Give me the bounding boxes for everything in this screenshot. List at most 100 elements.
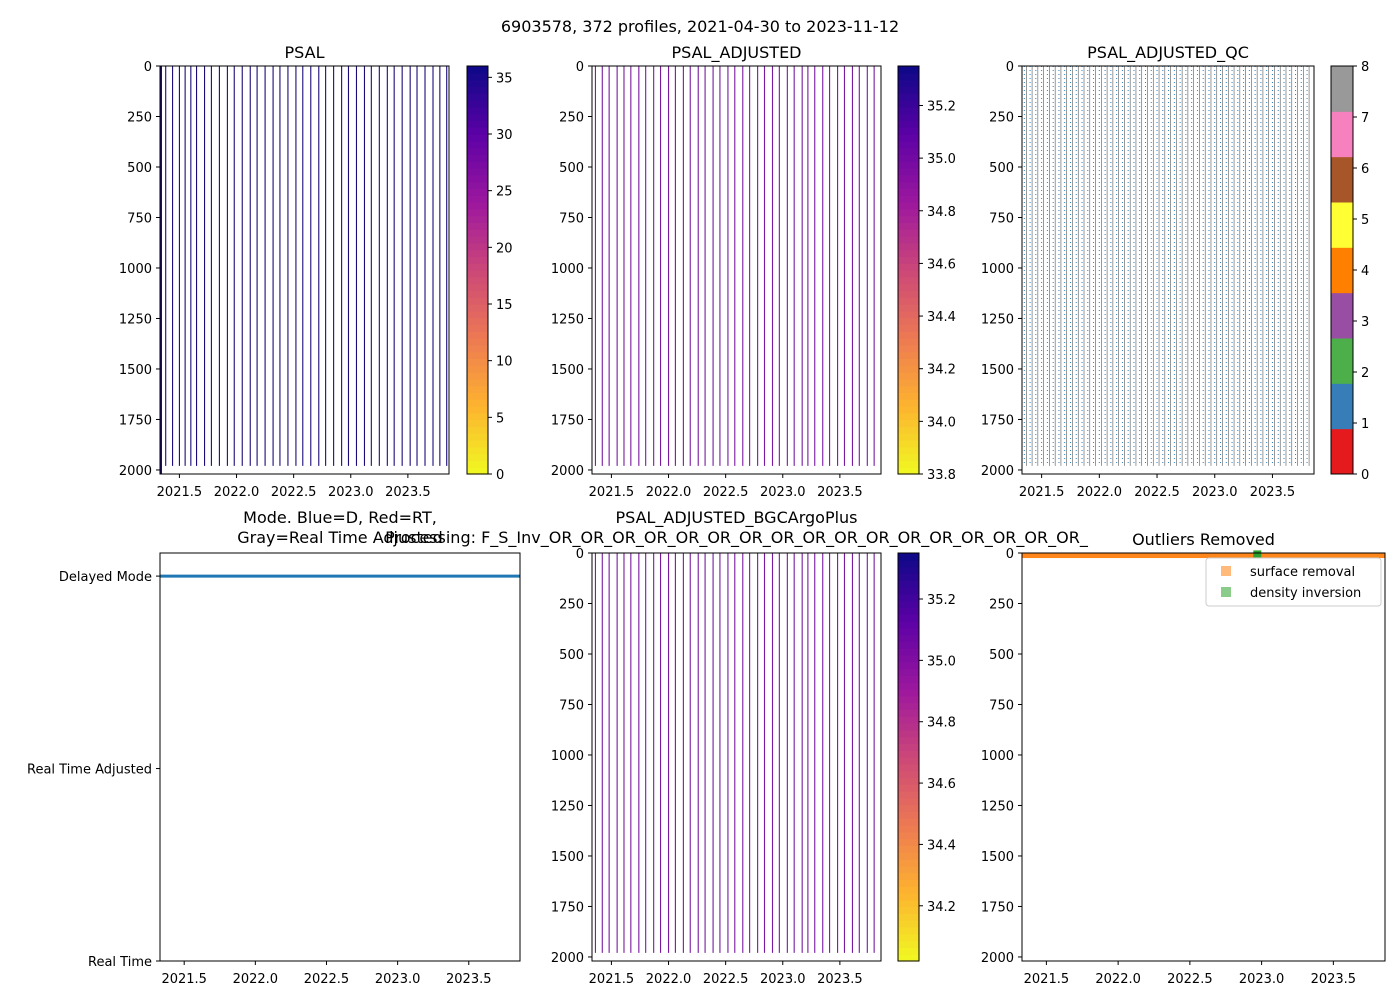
- colorbar-segment: [467, 412, 488, 421]
- colorbar-tick-label: 34.8: [927, 205, 956, 220]
- colorbar-segment: [898, 791, 919, 799]
- colorbar-segment: [467, 263, 488, 271]
- colorbar-segment: [898, 757, 919, 765]
- colorbar-segment: [467, 297, 488, 305]
- colorbar-segment: [898, 140, 919, 149]
- colorbar-tick-label: 15: [496, 298, 513, 313]
- density-inversion-point: [1253, 550, 1262, 558]
- x-tick-label: 2023.5: [446, 972, 492, 987]
- colorbar-segment: [467, 392, 488, 400]
- colorbar: 0 1 2 3 4 5 6 7 8: [1330, 60, 1369, 483]
- colorbar-segment: [467, 419, 488, 427]
- x-tick-label: 2023.5: [1311, 972, 1357, 987]
- colorbar-segment: [467, 324, 488, 332]
- y-tick-label: 1250: [551, 312, 584, 327]
- profile-lines: [594, 66, 875, 466]
- colorbar-segment: [467, 290, 488, 298]
- x-tick-label: 2023.0: [1239, 972, 1285, 987]
- colorbar-segment: [467, 188, 488, 196]
- colorbar-segment: [467, 446, 488, 455]
- colorbar-segment: [898, 168, 919, 176]
- qc-columns: [1023, 66, 1310, 466]
- colorbar-segment: [898, 147, 919, 155]
- colorbar-segment: [467, 236, 488, 244]
- colorbar-segment: [898, 154, 919, 162]
- y-tick-label: 0: [1006, 547, 1014, 562]
- y-tick-label: 1750: [981, 900, 1014, 915]
- colorbar-segment: [898, 682, 919, 690]
- colorbar-segment: [467, 208, 488, 217]
- y-tick-label: 500: [989, 648, 1014, 663]
- colorbar-segment: [898, 392, 919, 400]
- colorbar-segment: [898, 100, 919, 108]
- y-tick-label: 1500: [551, 850, 584, 865]
- y-tick-label: 1500: [119, 363, 152, 378]
- colorbar-segment: [467, 344, 488, 353]
- x-tick-label: 2021.5: [1024, 972, 1070, 987]
- colorbar-segment: [467, 147, 488, 155]
- colorbar-segment: [467, 140, 488, 149]
- colorbar-bin-3: [1331, 292, 1353, 339]
- y-tick-label: Delayed Mode: [59, 570, 152, 585]
- colorbar-segment: [898, 607, 919, 615]
- colorbar-segment: [898, 446, 919, 455]
- y-tick-label: Real Time Adjusted: [27, 763, 152, 778]
- y-tick-label: 500: [559, 648, 584, 663]
- y-tick-label: 1500: [551, 363, 584, 378]
- y-tick-label: 750: [559, 211, 584, 226]
- colorbar-segment: [898, 453, 919, 461]
- colorbar-bin-0: [1331, 428, 1353, 475]
- y-tick-label: 0: [144, 60, 152, 75]
- colorbar-segment: [898, 351, 919, 359]
- y-tick-label: 500: [127, 161, 152, 176]
- colorbar-segment: [898, 641, 919, 649]
- colorbar-tick-label: 34.2: [927, 900, 956, 915]
- colorbar-segment: [898, 736, 919, 744]
- colorbar-segment: [898, 426, 919, 434]
- y-tick-label: 1000: [981, 749, 1014, 764]
- legend-marker: [1221, 587, 1231, 597]
- colorbar-segment: [898, 372, 919, 380]
- colorbar-segment: [467, 358, 488, 366]
- colorbar-segment: [898, 324, 919, 332]
- axes-frame: [591, 65, 882, 475]
- x-tick-label: 2023.5: [385, 485, 431, 500]
- colorbar-segment: [898, 899, 919, 908]
- x-tick-label: 2022.0: [214, 485, 260, 500]
- y-tick-label: 1250: [119, 312, 152, 327]
- colorbar-frame: [897, 552, 920, 962]
- profile-lines: [160, 66, 448, 466]
- colorbar-bin-7: [1331, 111, 1353, 158]
- colorbar-segment: [898, 852, 919, 860]
- axes-frame: [1021, 552, 1386, 962]
- colorbar-tick-label: 5: [1361, 213, 1369, 228]
- x-tick-label: 2023.5: [817, 485, 863, 500]
- y-tick-label: 1750: [551, 413, 584, 428]
- colorbar-segment: [467, 86, 488, 94]
- colorbar-segment: [898, 106, 919, 115]
- colorbar-segment: [898, 838, 919, 846]
- y-tick-label: 1000: [981, 262, 1014, 277]
- colorbar-segment: [898, 614, 919, 622]
- y-tick-label: 1250: [981, 799, 1014, 814]
- y-tick-label: 1750: [119, 413, 152, 428]
- colorbar-segment: [898, 648, 919, 656]
- colorbar-tick-label: 1: [1361, 417, 1369, 432]
- colorbar-segment: [898, 954, 919, 962]
- colorbar-segment: [898, 634, 919, 642]
- colorbar-segment: [898, 66, 919, 74]
- colorbar-segment: [898, 621, 919, 629]
- colorbar-segment: [467, 113, 488, 121]
- colorbar-segment: [898, 134, 919, 142]
- x-tick-label: 2023.5: [817, 972, 863, 987]
- colorbar-tick-label: 8: [1361, 60, 1369, 75]
- subplot-mode: Mode. Blue=D, Red=RT,Gray=Real Time Adju…: [27, 508, 521, 987]
- y-tick-label: 250: [559, 110, 584, 125]
- colorbar-segment: [898, 229, 919, 237]
- colorbar-segment: [467, 222, 488, 230]
- colorbar-segment: [467, 406, 488, 414]
- colorbar-segment: [467, 242, 488, 251]
- colorbar-segment: [898, 290, 919, 298]
- colorbar-segment: [467, 351, 488, 359]
